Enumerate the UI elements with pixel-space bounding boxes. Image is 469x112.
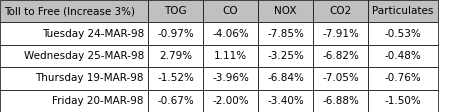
Bar xyxy=(368,22,438,45)
Text: -6.88%: -6.88% xyxy=(322,96,359,106)
Bar xyxy=(258,90,313,112)
Text: -6.82%: -6.82% xyxy=(322,51,359,61)
Text: CO2: CO2 xyxy=(329,6,352,16)
Bar xyxy=(313,0,368,22)
Bar xyxy=(0,67,148,90)
Text: -4.06%: -4.06% xyxy=(212,29,249,39)
Bar xyxy=(148,0,203,22)
Bar xyxy=(148,45,203,67)
Text: Wednesday 25-MAR-98: Wednesday 25-MAR-98 xyxy=(24,51,144,61)
Text: -0.48%: -0.48% xyxy=(385,51,421,61)
Bar xyxy=(368,45,438,67)
Text: Tuesday 24-MAR-98: Tuesday 24-MAR-98 xyxy=(42,29,144,39)
Bar xyxy=(258,45,313,67)
Text: -0.67%: -0.67% xyxy=(157,96,194,106)
Bar xyxy=(0,22,148,45)
Text: Friday 20-MAR-98: Friday 20-MAR-98 xyxy=(53,96,144,106)
Bar xyxy=(313,45,368,67)
Bar xyxy=(258,0,313,22)
Text: -0.97%: -0.97% xyxy=(157,29,194,39)
Text: -1.52%: -1.52% xyxy=(157,73,194,83)
Text: Thursday 19-MAR-98: Thursday 19-MAR-98 xyxy=(36,73,144,83)
Text: -2.00%: -2.00% xyxy=(212,96,249,106)
Text: -6.84%: -6.84% xyxy=(267,73,304,83)
Bar xyxy=(313,67,368,90)
Bar xyxy=(203,45,258,67)
Text: -3.25%: -3.25% xyxy=(267,51,304,61)
Bar xyxy=(0,0,148,22)
Bar xyxy=(368,90,438,112)
Bar xyxy=(203,90,258,112)
Text: Toll to Free (Increase 3%): Toll to Free (Increase 3%) xyxy=(4,6,135,16)
Text: -0.53%: -0.53% xyxy=(385,29,421,39)
Text: -0.76%: -0.76% xyxy=(385,73,421,83)
Bar xyxy=(148,90,203,112)
Text: -1.50%: -1.50% xyxy=(385,96,421,106)
Text: NOX: NOX xyxy=(274,6,297,16)
Text: -3.40%: -3.40% xyxy=(267,96,304,106)
Text: -3.96%: -3.96% xyxy=(212,73,249,83)
Bar xyxy=(148,67,203,90)
Text: -7.05%: -7.05% xyxy=(322,73,359,83)
Bar xyxy=(258,67,313,90)
Bar xyxy=(148,22,203,45)
Text: Particulates: Particulates xyxy=(372,6,434,16)
Bar xyxy=(203,67,258,90)
Text: CO: CO xyxy=(223,6,238,16)
Bar xyxy=(203,22,258,45)
Text: TOG: TOG xyxy=(164,6,187,16)
Text: 2.79%: 2.79% xyxy=(159,51,192,61)
Bar xyxy=(313,22,368,45)
Bar xyxy=(0,90,148,112)
Bar xyxy=(368,67,438,90)
Bar xyxy=(313,90,368,112)
Bar xyxy=(0,45,148,67)
Bar xyxy=(368,0,438,22)
Text: 1.11%: 1.11% xyxy=(214,51,247,61)
Text: -7.85%: -7.85% xyxy=(267,29,304,39)
Bar xyxy=(203,0,258,22)
Text: -7.91%: -7.91% xyxy=(322,29,359,39)
Bar xyxy=(258,22,313,45)
